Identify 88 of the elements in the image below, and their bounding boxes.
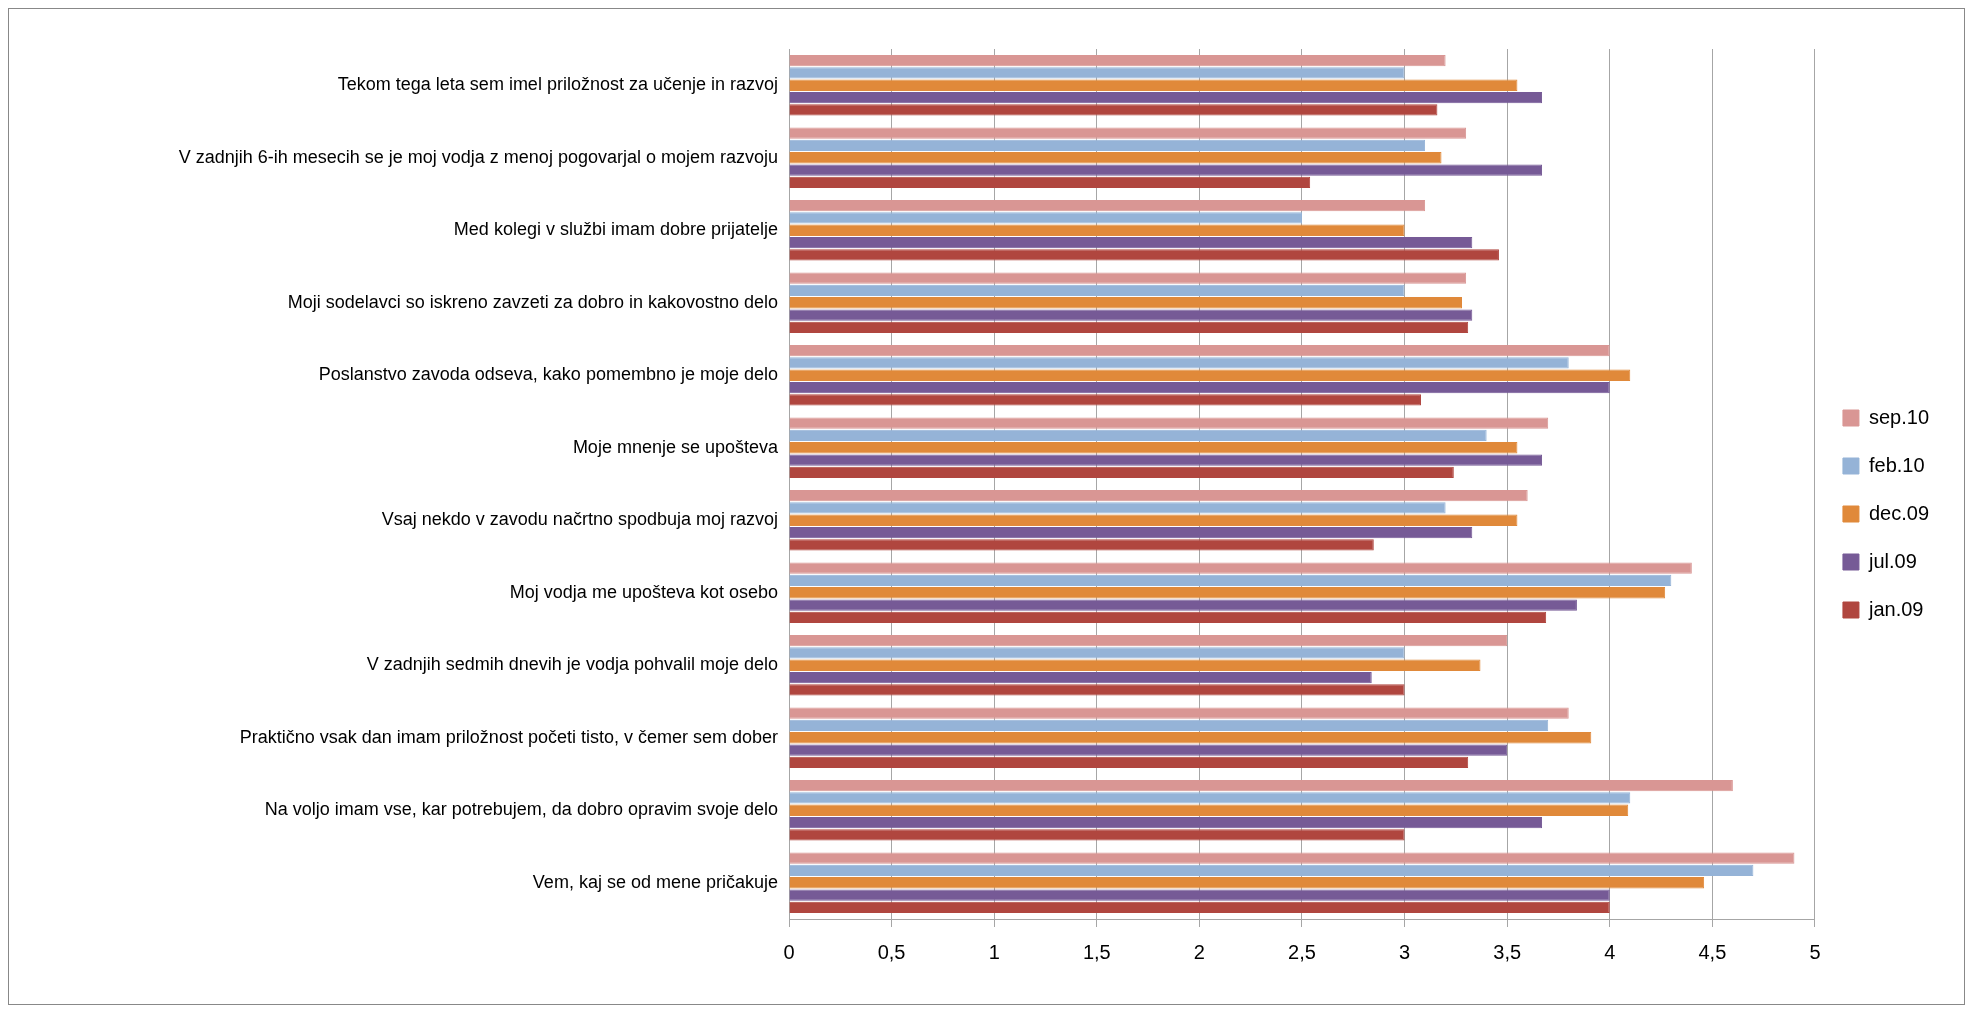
bar <box>789 877 1705 889</box>
bar <box>789 176 1311 189</box>
bar <box>789 394 1421 406</box>
bar <box>789 634 1508 647</box>
y-tick-label: Vem, kaj se od mene pričakuje <box>532 871 778 892</box>
bar <box>789 707 1569 719</box>
bar <box>789 272 1467 284</box>
x-tick-label: 4,5 <box>1698 940 1727 963</box>
bar <box>789 864 1754 877</box>
legend-label: dec.09 <box>1868 501 1930 524</box>
bar <box>789 719 1549 732</box>
x-tick-label: 1 <box>988 940 1000 963</box>
bar <box>789 829 1405 841</box>
bar <box>789 514 1518 526</box>
bar <box>789 744 1508 756</box>
y-tick-label: V zadnjih sedmih dnevih je vodja pohvalil moje delo <box>366 654 778 675</box>
bar <box>789 67 1405 79</box>
x-tick-label: 2,5 <box>1288 940 1316 963</box>
bar <box>789 91 1543 104</box>
bar <box>789 224 1405 236</box>
bar <box>789 466 1454 479</box>
y-tick-label: Med kolegi v službi imam dobre prijatelje <box>453 219 778 240</box>
bar <box>789 454 1543 466</box>
bar <box>789 429 1487 442</box>
x-tick-label: 5 <box>1809 940 1821 963</box>
x-tick-label: 1,5 <box>1082 940 1111 963</box>
bar <box>789 357 1569 369</box>
bar <box>789 381 1610 394</box>
bar <box>789 611 1547 624</box>
y-tick-label: Na voljo imam vse, kar potrebujem, da dobro opravim svoje delo <box>264 799 778 820</box>
y-tick-label: Moj vodja me upošteva kot osebo <box>509 581 778 602</box>
bar <box>789 792 1631 804</box>
bar <box>789 139 1426 152</box>
bar <box>789 671 1372 684</box>
bar <box>789 127 1467 139</box>
y-tick-label: Moje mnenje se upošteva <box>572 436 779 457</box>
y-tick-label: Tekom tega leta sem imel priložnost za učenje in razvoj <box>337 74 778 95</box>
bar <box>789 417 1549 429</box>
bar <box>789 297 1463 309</box>
bar <box>789 236 1473 249</box>
bar <box>789 539 1374 551</box>
bar <box>789 344 1610 357</box>
y-tick-label: Poslanstvo zavoda odseva, kako pomembno je moje delo <box>318 364 778 385</box>
legend-label: jan.09 <box>1867 597 1924 620</box>
bar <box>789 152 1442 164</box>
x-tick-label: 2 <box>1193 940 1205 963</box>
y-tick-label: Vsaj nekdo v zavodu načrtno spodbuja moj razvoj <box>381 509 778 530</box>
bar <box>789 732 1592 744</box>
bar <box>789 164 1543 176</box>
bar <box>789 526 1473 539</box>
bar <box>789 587 1666 599</box>
bar <box>789 249 1499 261</box>
bar <box>789 54 1446 67</box>
bar <box>789 779 1733 792</box>
y-tick-label: Moji sodelavci so iskreno zavzeti za dobro in kakovostno delo <box>287 291 778 312</box>
bar <box>789 199 1426 212</box>
legend-label: jul.09 <box>1867 549 1917 572</box>
bar <box>789 816 1543 829</box>
bar <box>789 284 1405 297</box>
bar <box>789 684 1405 696</box>
bar <box>789 369 1631 381</box>
y-tick-label: V zadnjih 6-ih mesecih se je moj vodja z menoj pogovarjal o mojem razvoju <box>178 146 778 167</box>
bar <box>789 309 1473 321</box>
bar <box>789 212 1302 224</box>
bar <box>789 804 1629 816</box>
x-tick-label: 3,5 <box>1493 940 1522 963</box>
bar <box>789 104 1438 116</box>
legend-label: feb.10 <box>1868 453 1925 476</box>
bar <box>789 489 1528 502</box>
y-tick-label: Praktično vsak dan imam priložnost početi tisto, v čemer sem dober <box>239 726 778 747</box>
x-tick-label: 3 <box>1399 940 1411 963</box>
x-tick-label: 0 <box>783 940 795 963</box>
bar <box>789 321 1469 334</box>
bar <box>789 852 1795 864</box>
bar <box>789 562 1692 574</box>
bar <box>789 442 1518 454</box>
bar <box>789 756 1469 769</box>
bar <box>789 502 1446 514</box>
bar <box>789 599 1577 611</box>
bar <box>789 647 1405 659</box>
legend-label: sep.10 <box>1868 405 1930 428</box>
bar <box>789 574 1672 587</box>
x-tick-label: 4 <box>1604 940 1616 963</box>
bar <box>789 659 1481 671</box>
bar <box>789 79 1518 91</box>
bar <box>789 901 1610 914</box>
bar <box>789 889 1610 901</box>
x-tick-label: 0,5 <box>877 940 906 963</box>
